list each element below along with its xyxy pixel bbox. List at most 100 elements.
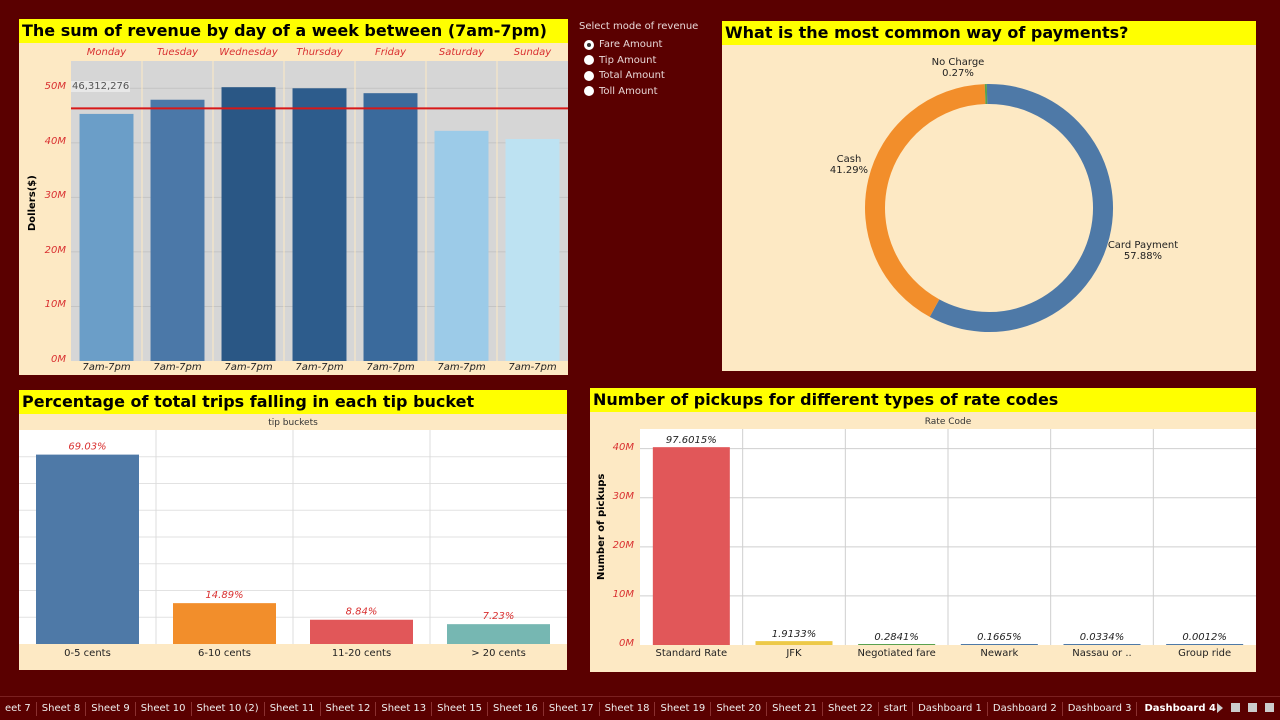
revenue-y-axis-title: Dollers($) xyxy=(27,175,38,231)
tips-value-label: 8.84% xyxy=(346,607,378,618)
list-view-icon[interactable] xyxy=(1248,703,1257,712)
sheet-tab-dashboard-1[interactable]: Dashboard 1 xyxy=(913,701,988,716)
revenue-bar-monday xyxy=(79,113,134,361)
time-range-label: 7am-7pm xyxy=(366,362,415,373)
label-no-charge: No Charge 0.27% xyxy=(931,57,985,79)
rates-y-tick: 0M xyxy=(619,638,634,649)
time-range-label: 7am-7pm xyxy=(153,362,202,373)
radio-option-tip-amount[interactable]: Tip Amount xyxy=(579,53,698,69)
revenue-bar-wednesday xyxy=(221,87,276,361)
tips-value-label: 14.89% xyxy=(205,590,243,601)
sheet-tab-sheet-11[interactable]: Sheet 11 xyxy=(265,701,321,716)
time-range-label: 7am-7pm xyxy=(82,362,131,373)
time-range-label: 7am-7pm xyxy=(224,362,273,373)
tips-category-label: > 20 cents xyxy=(471,648,526,659)
tips-value-label: 69.03% xyxy=(68,442,106,453)
rates-chart-panel: Rate Code Number of pickups 40M 30M 20M 10M… xyxy=(590,412,1256,672)
fullscreen-icon[interactable] xyxy=(1265,703,1274,712)
sheet-tab-sheet-18[interactable]: Sheet 18 xyxy=(600,701,656,716)
rates-value-label: 0.2841% xyxy=(874,632,919,643)
revenue-bar-tuesday xyxy=(150,99,205,361)
radio-option-label: Toll Amount xyxy=(599,85,658,97)
time-range-label: 7am-7pm xyxy=(295,362,344,373)
radio-option-fare-amount[interactable]: Fare Amount xyxy=(579,37,698,53)
sheet-tab-bar: eet 7 Sheet 8 Sheet 9 Sheet 10 Sheet 10 (2) S… xyxy=(0,696,1280,720)
sheet-tab-sheet-22[interactable]: Sheet 22 xyxy=(823,701,879,716)
radio-button-icon[interactable] xyxy=(584,70,594,81)
rates-bar-1 xyxy=(755,641,833,645)
sheet-tab-sheet-8[interactable]: Sheet 8 xyxy=(37,701,87,716)
sheet-tab-dashboard-3[interactable]: Dashboard 3 xyxy=(1063,701,1138,716)
rates-category-label: Negotiated fare xyxy=(857,648,936,659)
revenue-mode-title: Select mode of revenue xyxy=(579,21,699,32)
revenue-mode-selector: Select mode of revenue Fare Amount Tip Am… xyxy=(579,21,698,99)
revenue-bar-thursday xyxy=(292,88,347,361)
day-header-friday: Friday xyxy=(374,47,407,58)
radio-button-icon[interactable] xyxy=(584,39,594,50)
sheet-tab-dashboard-4[interactable]: Dashboard 4 xyxy=(1137,701,1223,716)
sheet-tab-sheet-16[interactable]: Sheet 16 xyxy=(488,701,544,716)
day-header-wednesday: Wednesday xyxy=(219,47,278,58)
day-header-sunday: Sunday xyxy=(513,47,552,58)
revenue-y-tick: 20M xyxy=(44,244,66,256)
revenue-chart-panel: Monday Tuesday Wednesday Thursday Friday Satu… xyxy=(19,43,568,375)
revenue-chart-title: The sum of revenue by day of a week betw… xyxy=(19,19,568,45)
sheet-tab-eet-7[interactable]: eet 7 xyxy=(0,701,37,716)
radio-option-label: Tip Amount xyxy=(599,54,657,66)
radio-option-toll-amount[interactable]: Toll Amount xyxy=(579,84,698,100)
payments-chart-panel: No Charge 0.27% Cash 41.29% Card Payment 57… xyxy=(722,45,1256,371)
revenue-y-tick: 0M xyxy=(51,354,66,365)
radio-option-label: Total Amount xyxy=(599,70,665,82)
rates-y-tick: 20M xyxy=(612,539,634,551)
sheet-tab-sheet-17[interactable]: Sheet 17 xyxy=(544,701,600,716)
rates-category-label: JFK xyxy=(786,648,802,659)
sheet-tab-start[interactable]: start xyxy=(879,701,914,716)
sheet-tab-sheet-13[interactable]: Sheet 13 xyxy=(376,701,433,716)
donut-slice-cash xyxy=(865,84,986,317)
revenue-y-tick: 40M xyxy=(44,135,66,147)
sheet-tab-sheet-15[interactable]: Sheet 15 xyxy=(432,701,488,716)
payments-donut-chart xyxy=(865,84,1113,332)
tips-category-label: 0-5 cents xyxy=(64,648,111,659)
rates-y-tick: 30M xyxy=(612,490,634,502)
rates-bar-0 xyxy=(652,447,730,645)
tips-value-label: 7.23% xyxy=(483,611,515,622)
tips-bar-0 xyxy=(36,454,139,644)
rates-header: Rate Code xyxy=(924,417,972,427)
revenue-bar-saturday xyxy=(434,130,489,361)
revenue-bar-friday xyxy=(363,93,418,361)
revenue-bar-chart xyxy=(71,61,568,361)
radio-button-icon[interactable] xyxy=(584,86,594,97)
day-header-monday: Monday xyxy=(86,47,127,58)
radio-button-icon[interactable] xyxy=(584,55,594,66)
sheet-tab-sheet-10-2-[interactable]: Sheet 10 (2) xyxy=(192,701,265,716)
revenue-y-tick: 10M xyxy=(44,299,66,311)
tips-bar-2 xyxy=(310,619,413,644)
day-header-thursday: Thursday xyxy=(296,47,343,58)
rates-y-tick: 40M xyxy=(612,441,634,453)
time-range-label: 7am-7pm xyxy=(508,362,557,373)
tips-chart-panel: tip buckets 69.03% 14.89% 8.84% 7.23% 0-5 c… xyxy=(19,414,567,670)
sheet-tab-dashboard-2[interactable]: Dashboard 2 xyxy=(988,701,1063,716)
label-card-payment: Card Payment 57.88% xyxy=(1107,240,1179,262)
sheet-tab-sheet-9[interactable]: Sheet 9 xyxy=(86,701,136,716)
revenue-y-tick: 30M xyxy=(44,190,66,202)
sheet-tab-sheet-20[interactable]: Sheet 20 xyxy=(711,701,768,716)
rates-category-label: Newark xyxy=(980,648,1019,659)
rates-y-axis-title: Number of pickups xyxy=(596,473,607,580)
revenue-y-tick: 50M xyxy=(44,81,66,93)
payments-chart-title: What is the most common way of payments? xyxy=(722,21,1256,47)
rates-value-label: 1.9133% xyxy=(772,629,817,640)
radio-option-total-amount[interactable]: Total Amount xyxy=(579,68,698,84)
next-sheet-icon[interactable] xyxy=(1217,703,1223,713)
grid-view-icon[interactable] xyxy=(1231,703,1240,712)
day-header-saturday: Saturday xyxy=(438,47,485,58)
rates-bar-3 xyxy=(960,644,1038,645)
sheet-tab-sheet-12[interactable]: Sheet 12 xyxy=(321,701,377,716)
sheet-tab-sheet-21[interactable]: Sheet 21 xyxy=(767,701,823,716)
tips-category-label: 6-10 cents xyxy=(198,648,251,659)
tips-category-label: 11-20 cents xyxy=(331,648,392,659)
rates-bar-2 xyxy=(858,644,936,645)
sheet-tab-sheet-19[interactable]: Sheet 19 xyxy=(655,701,712,716)
sheet-tab-sheet-10[interactable]: Sheet 10 xyxy=(136,701,192,716)
